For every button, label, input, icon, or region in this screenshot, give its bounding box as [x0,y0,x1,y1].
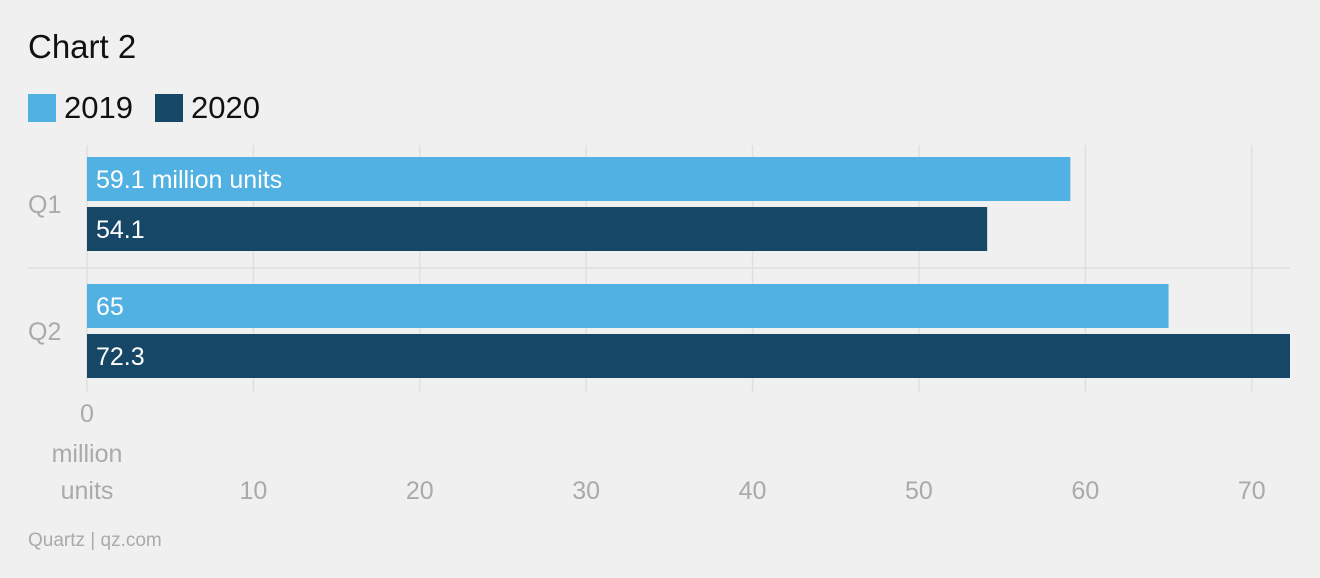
data-label-2020-q1: 54.1 [96,216,145,244]
legend-label-2019: 2019 [64,90,133,125]
data-label-2019-q1: 59.1 million units [96,166,282,194]
bar-2020-q1 [87,207,988,251]
x-tick-label-70: 70 [1238,477,1266,505]
legend-swatch-2020 [154,94,183,122]
x-tick-label-0: 0 million units [52,400,123,505]
bar-2019-q2 [87,284,1169,328]
legend-swatch-2019 [28,94,56,122]
x-tick-label-10: 10 [239,477,267,505]
legend-label-2020: 2020 [190,90,260,125]
legend-item-2020: 2020 [154,90,260,126]
legend-item-2019: 2019 [28,90,133,126]
x-tick-label-50: 50 [905,477,933,505]
chart-title: Chart 2 [28,28,137,65]
category-label-q1: Q1 [28,191,61,219]
category-label-q2: Q2 [28,318,61,346]
bar-2020-q2 [87,334,1290,378]
data-label-2019-q2: 65 [96,293,124,321]
source-credit: Quartz | qz.com [28,530,162,551]
x-tick-label-20: 20 [406,477,434,505]
legend: 2019 2020 [28,90,282,126]
bar-2019-q1 [87,157,1071,201]
x-tick-label-40: 40 [739,477,767,505]
x-tick-label-30: 30 [572,477,600,505]
x-tick-label-60: 60 [1071,477,1099,505]
data-label-2020-q2: 72.3 [96,343,145,371]
